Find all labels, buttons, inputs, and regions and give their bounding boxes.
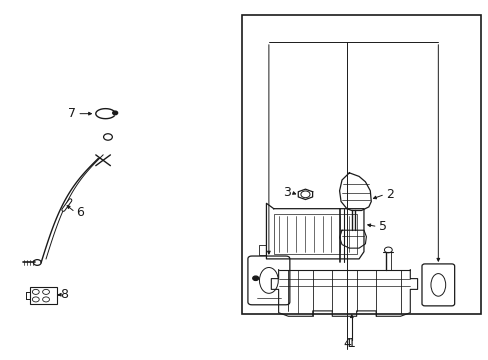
Bar: [242, 15, 480, 315]
Bar: [30, 287, 57, 304]
Circle shape: [252, 276, 258, 280]
Text: 6: 6: [76, 206, 84, 219]
Text: 2: 2: [385, 188, 393, 201]
Circle shape: [113, 111, 118, 115]
Text: 5: 5: [378, 220, 386, 233]
Text: 4: 4: [342, 337, 350, 350]
Bar: [273, 214, 356, 253]
Text: 1: 1: [347, 337, 355, 350]
Text: 8: 8: [60, 288, 68, 301]
Text: 3: 3: [283, 186, 290, 199]
Text: 7: 7: [68, 107, 76, 120]
